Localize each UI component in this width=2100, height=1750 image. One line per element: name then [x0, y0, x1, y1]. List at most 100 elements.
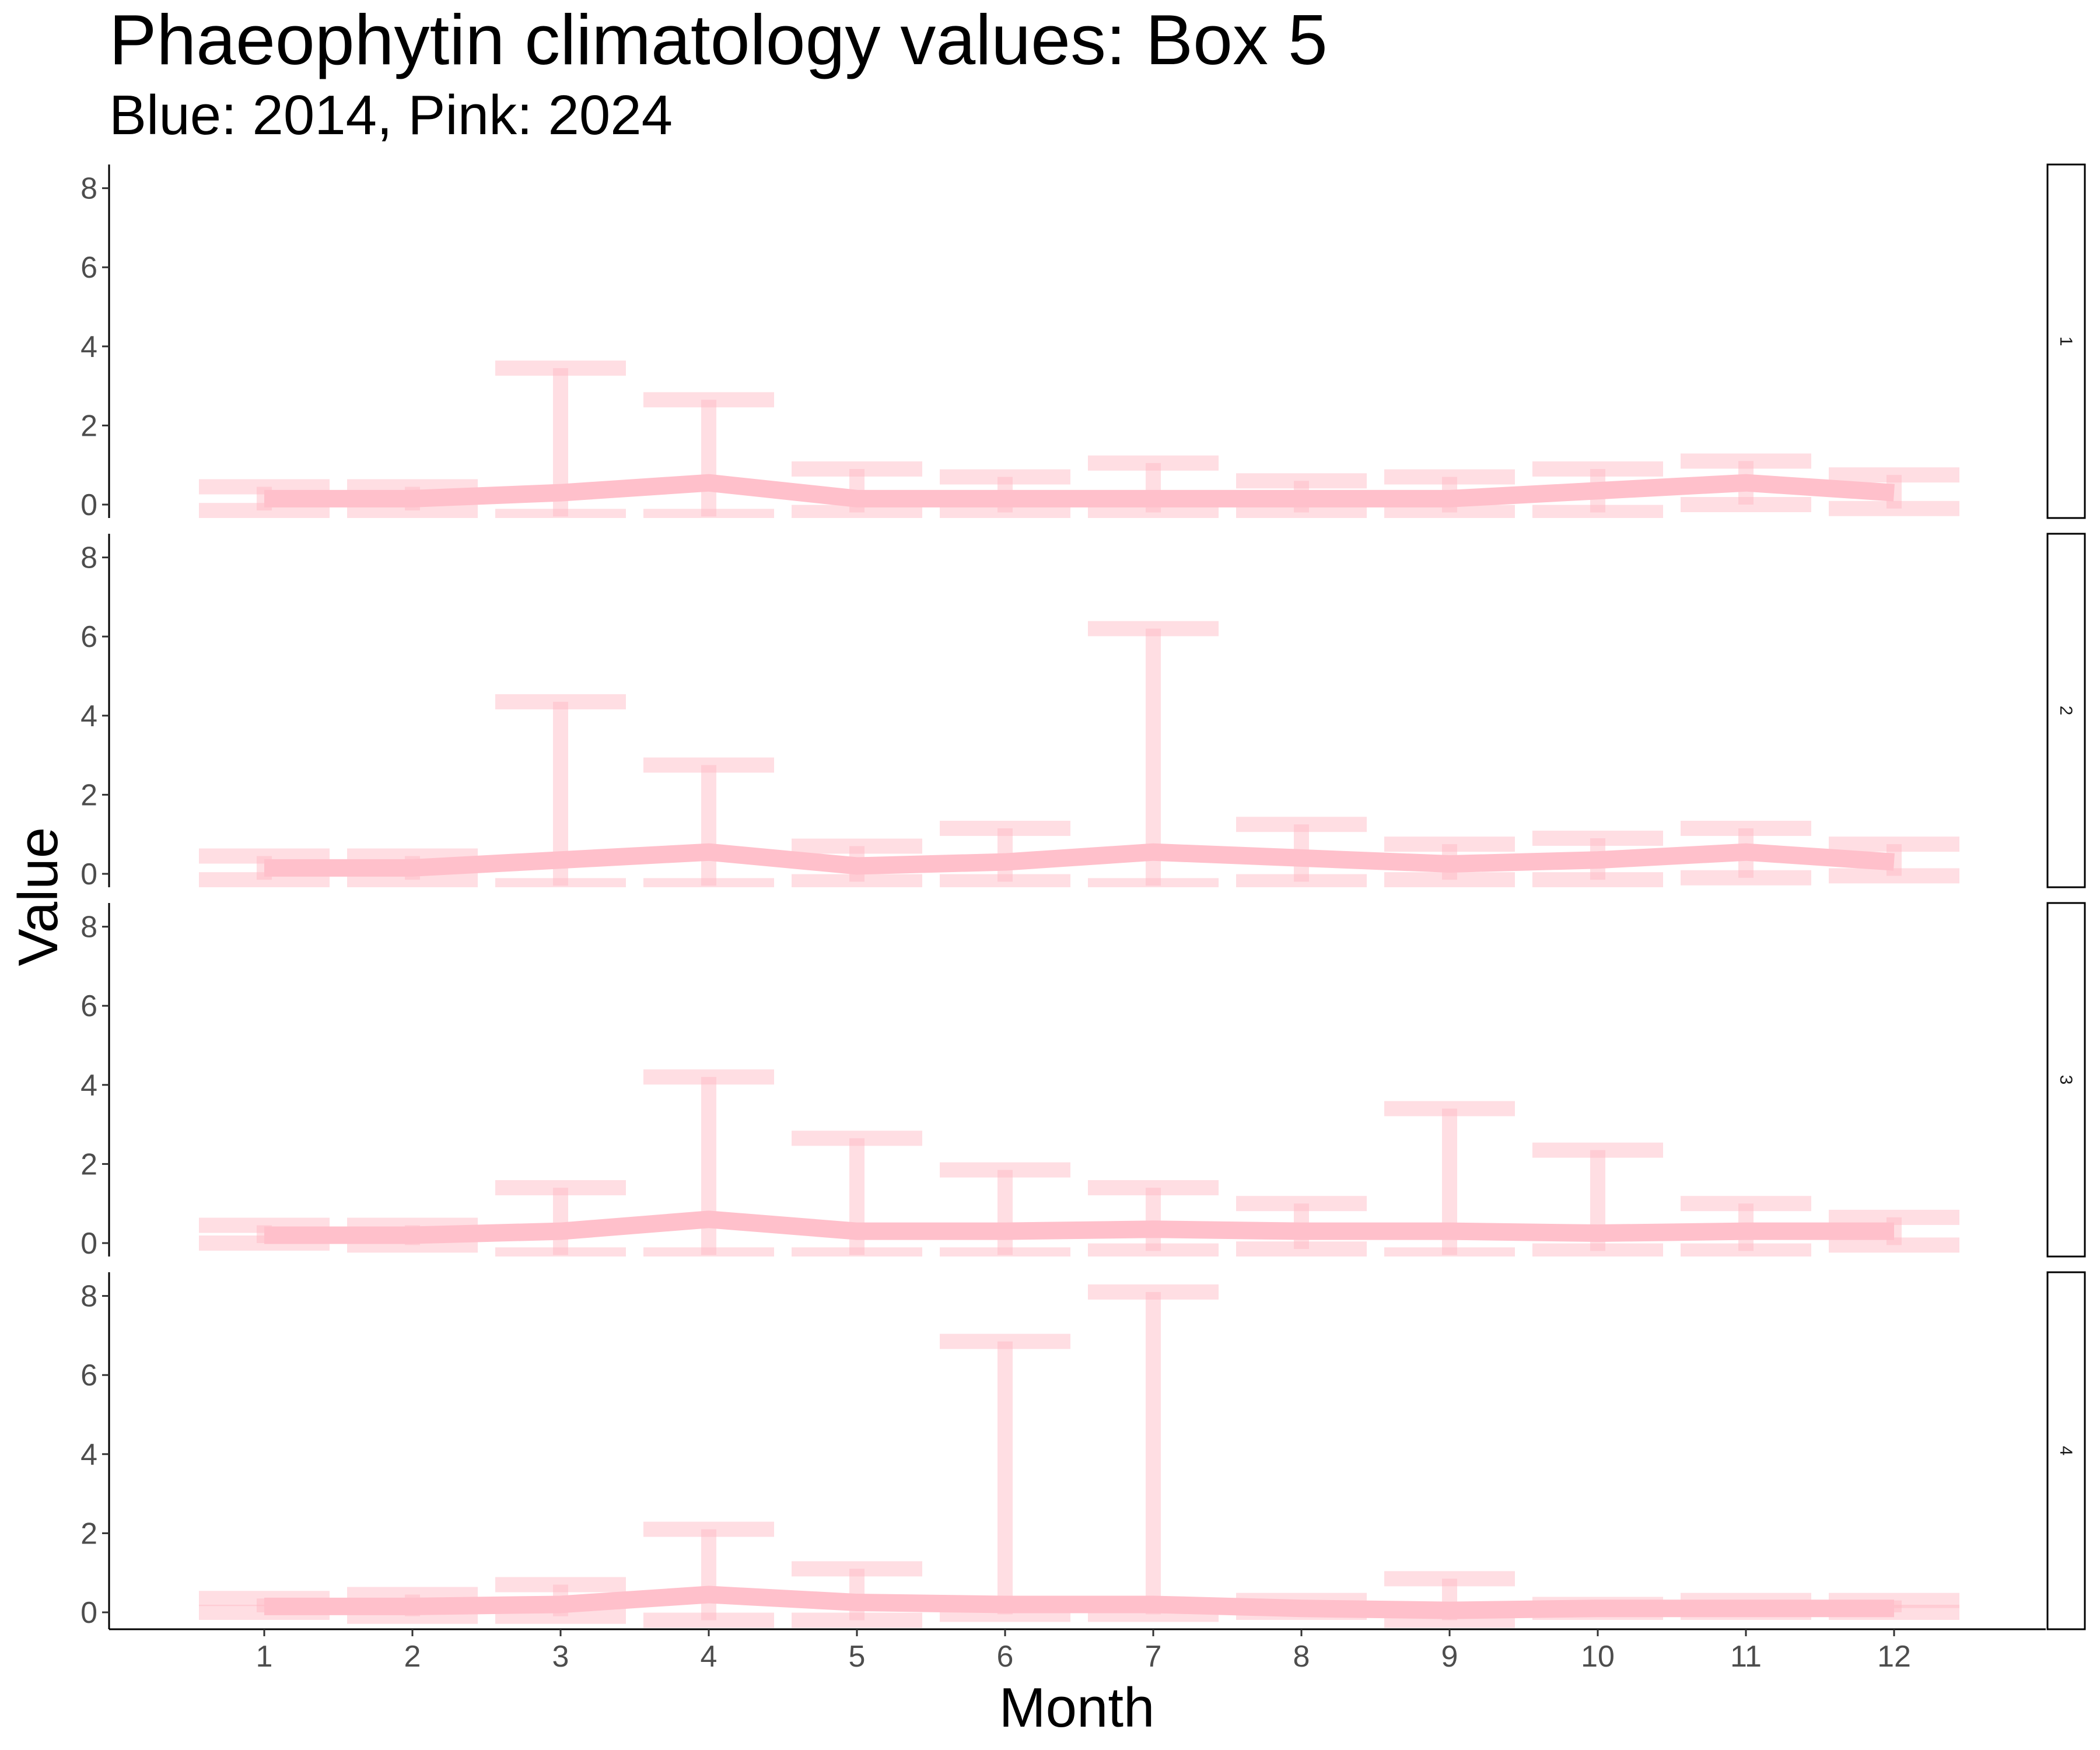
errorbar-cap-lower — [1088, 878, 1219, 887]
y-tick-label: 2 — [80, 1517, 97, 1550]
series-line — [264, 474, 1895, 508]
errorbar-cap-lower — [1532, 1243, 1663, 1256]
errorbar-cap-lower — [1532, 872, 1663, 887]
errorbar-cap-upper — [1088, 1284, 1219, 1300]
errorbar-cap-upper — [1681, 821, 1811, 836]
y-tick-label: 6 — [80, 620, 97, 654]
errorbar-cap-upper — [495, 360, 626, 376]
errorbar-cap-upper — [1384, 469, 1515, 485]
chart-title: Phaeophytin climatology values: Box 5 — [109, 0, 1328, 79]
errorbar-cap-upper — [643, 392, 774, 408]
errorbar-cap-upper — [792, 1130, 922, 1146]
y-tick-label: 8 — [80, 911, 97, 944]
x-axis: 1 2 3 4 5 6 7 8 9 10 11 12 — [109, 1628, 2046, 1674]
y-tick-label: 8 — [80, 172, 97, 206]
errorbar-cap-upper — [940, 821, 1070, 836]
x-tick-label: 7 — [1145, 1640, 1162, 1674]
x-tick-label: 6 — [997, 1640, 1014, 1674]
panel-data — [199, 621, 1959, 887]
errorbar-cap-lower — [643, 1612, 774, 1628]
panel-data — [199, 1069, 1959, 1256]
y-tick-label: 6 — [80, 989, 97, 1023]
y-tick-label: 6 — [80, 1359, 97, 1392]
facet-strip — [2046, 902, 2086, 1258]
errorbar-cap-upper — [495, 694, 626, 710]
y-tick-label: 8 — [80, 541, 97, 575]
y-tick-label: 4 — [80, 330, 97, 364]
facet-panel-3: 0 2 4 6 8 3 — [80, 902, 2086, 1261]
errorbar-cap-upper — [495, 1577, 626, 1592]
errorbar-cap-upper — [1236, 473, 1367, 489]
panel-data — [199, 360, 1959, 518]
errorbar-cap-upper — [1236, 1196, 1367, 1212]
errorbar-cap-upper — [1088, 1180, 1219, 1196]
facet-strip-label: 3 — [2056, 1075, 2076, 1085]
x-tick-label: 9 — [1441, 1640, 1458, 1674]
errorbar-cap-upper — [1384, 1571, 1515, 1587]
errorbar-cap-lower — [1088, 505, 1219, 518]
errorbar-cap-lower — [792, 505, 922, 518]
errorbar-cap-upper — [643, 757, 774, 773]
errorbar-cap-lower — [1384, 872, 1515, 887]
y-tick-label: 0 — [80, 1596, 97, 1630]
y-tick-label: 4 — [80, 1438, 97, 1472]
errorbar-cap-lower — [792, 1612, 922, 1628]
errorbar-cap-upper — [1384, 1101, 1515, 1116]
x-tick-label: 10 — [1581, 1640, 1615, 1674]
y-tick-label: 0 — [80, 488, 97, 522]
x-tick-label: 5 — [849, 1640, 866, 1674]
errorbar-cap-upper — [1829, 467, 1959, 483]
errorbar-cap-lower — [643, 509, 774, 518]
facet-panel-1: 0 2 4 6 8 1 — [80, 163, 2086, 522]
errorbar-cap-lower — [1236, 1241, 1367, 1256]
errorbar-cap-lower — [1829, 868, 1959, 884]
x-tick-label: 12 — [1877, 1640, 1911, 1674]
errorbar-cap-lower — [1532, 505, 1663, 518]
errorbar-cap-lower — [1681, 497, 1811, 512]
errorbar-cap-upper — [940, 1162, 1070, 1178]
y-tick-label: 4 — [80, 699, 97, 733]
errorbar-cap-lower — [1088, 1243, 1219, 1256]
series-line — [264, 1586, 1894, 1619]
errorbar-cap-lower — [1384, 1247, 1515, 1256]
errorbar-cap-upper — [643, 1521, 774, 1537]
facet-strip-label: 4 — [2056, 1446, 2076, 1456]
facet-strip — [2046, 533, 2086, 888]
errorbar-cap-upper — [1829, 836, 1959, 852]
y-axis-title: Value — [7, 827, 69, 966]
errorbar-cap-lower — [643, 1247, 774, 1256]
errorbar-cap-lower — [1681, 870, 1811, 886]
errorbar-cap-lower — [1384, 505, 1515, 518]
errorbar-cap-upper — [940, 1334, 1070, 1349]
errorbar-cap-upper — [792, 1561, 922, 1577]
errorbar-cap-lower — [1236, 505, 1367, 518]
errorbar-cap-lower — [643, 878, 774, 887]
x-tick-label: 4 — [701, 1640, 718, 1674]
series-line — [264, 1210, 1894, 1244]
y-tick-label: 6 — [80, 251, 97, 285]
facet-strip — [2046, 163, 2086, 519]
errorbar-cap-upper — [1532, 830, 1663, 846]
errorbar-cap-upper — [1088, 455, 1219, 471]
errorbar-cap-upper — [1681, 1196, 1811, 1212]
x-tick-label: 3 — [552, 1640, 569, 1674]
errorbar-cap-lower — [1829, 501, 1959, 516]
errorbar-cap-upper — [1384, 836, 1515, 852]
y-tick-label: 0 — [80, 858, 97, 891]
errorbar-cap-upper — [792, 461, 922, 477]
x-tick-label: 8 — [1293, 1640, 1310, 1674]
errorbar-cap-lower — [940, 505, 1070, 518]
y-tick-label: 8 — [80, 1280, 97, 1314]
errorbar-cap-lower — [792, 874, 922, 887]
errorbar-cap-lower — [940, 1247, 1070, 1256]
y-tick-label: 0 — [80, 1227, 97, 1261]
facet-strip-label: 1 — [2056, 337, 2076, 346]
errorbar-cap-lower — [1829, 1237, 1959, 1253]
series-line — [264, 843, 1895, 877]
y-tick-label: 4 — [80, 1069, 97, 1102]
chart-subtitle: Blue: 2014, Pink: 2024 — [109, 84, 673, 146]
errorbar-cap-upper — [1532, 1142, 1663, 1158]
facet-panel-2: 0 2 4 6 8 2 — [80, 533, 2086, 891]
errorbar-cap-lower — [495, 509, 626, 518]
